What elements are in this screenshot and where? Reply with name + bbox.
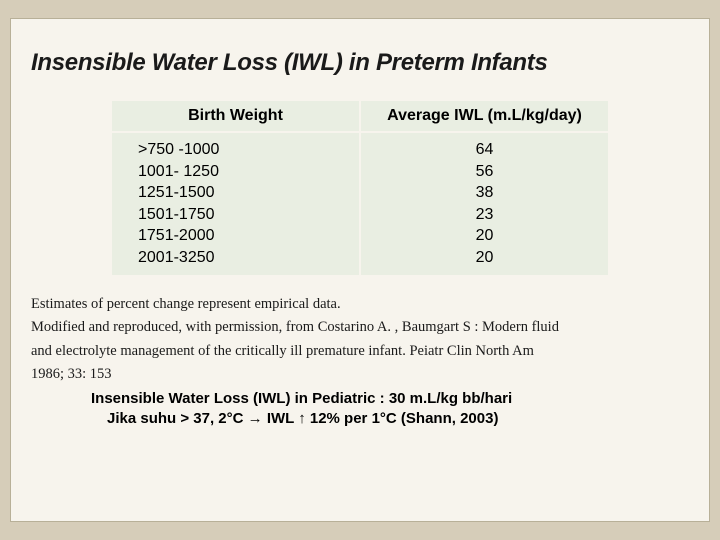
iwl-line: 20	[369, 225, 600, 247]
footnote-line: Modified and reproduced, with permission…	[31, 318, 689, 338]
iwl-line: 56	[369, 161, 600, 183]
subnote-temperature: Jika suhu > 37, 2°C → IWL ↑ 12% per 1°C …	[107, 409, 689, 429]
iwl-line: 20	[369, 247, 600, 269]
header-average-iwl: Average IWL (m.L/kg/day)	[360, 100, 609, 132]
bw-line: 2001-3250	[138, 247, 351, 269]
header-birth-weight: Birth Weight	[111, 100, 360, 132]
iwl-line: 23	[369, 204, 600, 226]
cell-birth-weight: >750 -1000 1001- 1250 1251-1500 1501-175…	[111, 132, 360, 276]
bw-line: 1501-1750	[138, 204, 351, 226]
iwl-table: Birth Weight Average IWL (m.L/kg/day) >7…	[110, 99, 610, 277]
iwl-line: 64	[369, 139, 600, 161]
footnote-line: Estimates of percent change represent em…	[31, 295, 689, 315]
cell-average-iwl: 64 56 38 23 20 20	[360, 132, 609, 276]
bw-line: >750 -1000	[138, 139, 351, 161]
table-data-row: >750 -1000 1001- 1250 1251-1500 1501-175…	[111, 132, 609, 276]
slide-container: Insensible Water Loss (IWL) in Preterm I…	[10, 18, 710, 522]
table-header-row: Birth Weight Average IWL (m.L/kg/day)	[111, 100, 609, 132]
subnote-pediatric: Insensible Water Loss (IWL) in Pediatric…	[91, 389, 689, 409]
footnote-line: 1986; 33: 153	[31, 365, 689, 385]
bw-line: 1251-1500	[138, 182, 351, 204]
iwl-line: 38	[369, 182, 600, 204]
footnote-line: and electrolyte management of the critic…	[31, 342, 689, 362]
bw-line: 1751-2000	[138, 225, 351, 247]
slide-title: Insensible Water Loss (IWL) in Preterm I…	[31, 49, 689, 77]
bw-line: 1001- 1250	[138, 161, 351, 183]
